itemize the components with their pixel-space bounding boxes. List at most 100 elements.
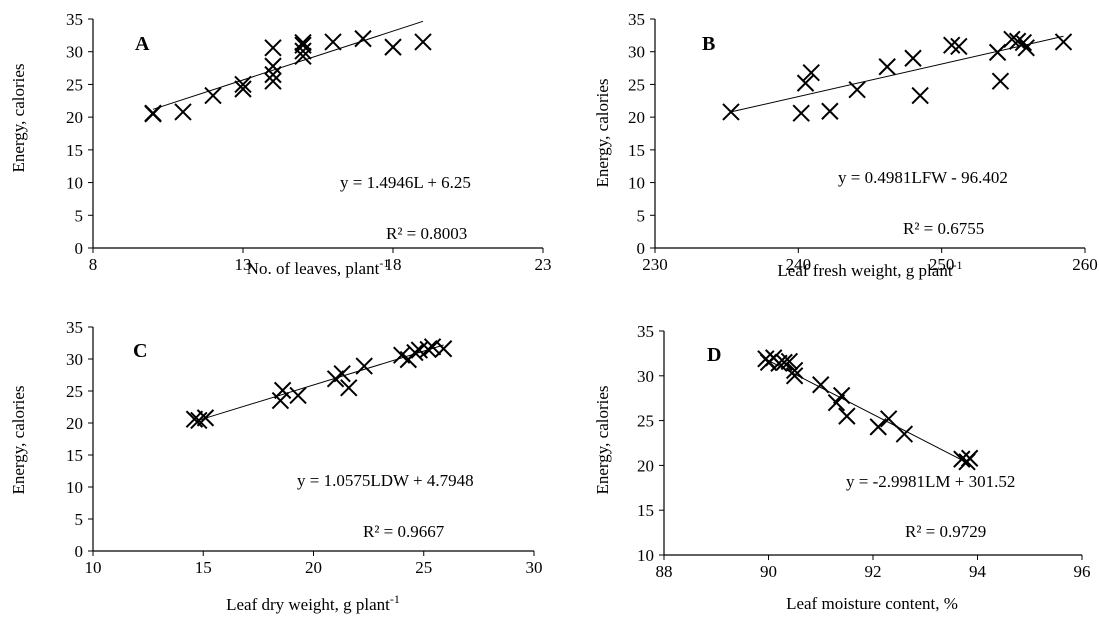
data-point [770, 354, 788, 372]
y-tick-label: 20 [637, 456, 654, 475]
y-tick-label: 0 [75, 239, 84, 258]
data-point [294, 33, 312, 52]
y-tick-label: 35 [628, 10, 645, 29]
data-point [953, 450, 971, 468]
data-point [144, 105, 162, 123]
data-point [827, 393, 846, 412]
data-point [878, 58, 896, 76]
data-point [722, 103, 740, 121]
data-point [294, 42, 312, 60]
data-point [423, 338, 442, 356]
panel-d: 10 15 20 25 30 35 88 90 92 94 96 Dy = -2.9981LM + 3… [593, 322, 1091, 613]
data-point [384, 38, 402, 56]
data-point [991, 72, 1010, 90]
x-tick-label: 96 [1074, 562, 1091, 581]
data-point [821, 102, 839, 120]
x-axis-label-superscript: -1 [390, 592, 400, 606]
data-point [942, 36, 961, 54]
data-point [848, 80, 866, 99]
data-point [264, 57, 282, 75]
x-tick-label: 25 [415, 558, 432, 577]
data-point [264, 39, 282, 57]
data-point [960, 449, 979, 467]
data-point [904, 49, 922, 67]
data-point [355, 357, 373, 375]
data-point [832, 386, 851, 405]
y-tick-label: 15 [628, 141, 645, 160]
panel-letter: D [707, 344, 721, 366]
y-axis-label: Energy, calories [9, 63, 28, 172]
data-point [273, 381, 292, 400]
data-point [911, 86, 929, 105]
y-tick-label: 35 [66, 318, 83, 337]
data-point [796, 74, 815, 92]
x-tick-label: 15 [195, 558, 212, 577]
data-point [1014, 33, 1033, 52]
data-point [271, 391, 290, 410]
y-tick-label: 30 [628, 43, 645, 62]
data-point [869, 418, 887, 436]
data-point [190, 411, 208, 430]
y-tick-label: 30 [637, 367, 654, 386]
y-tick-label: 0 [637, 239, 646, 258]
y-tick-label: 30 [66, 350, 83, 369]
trendline [152, 20, 424, 110]
panel-letter: C [133, 340, 147, 362]
data-point [414, 33, 432, 51]
y-tick-label: 0 [75, 542, 84, 561]
x-tick-label: 13 [235, 255, 252, 274]
panel-letter: B [702, 33, 715, 55]
x-tick-label: 90 [760, 562, 777, 581]
panel-letter: A [135, 33, 150, 55]
y-tick-label: 20 [66, 108, 83, 127]
x-tick-label: 250 [929, 255, 955, 274]
y-tick-label: 25 [66, 382, 83, 401]
data-point [294, 36, 312, 54]
data-point [988, 43, 1007, 62]
y-tick-label: 30 [66, 43, 83, 62]
x-axis-label: Leaf dry weight, g plant-1 [226, 592, 400, 614]
data-point [1003, 30, 1021, 48]
data-point [354, 29, 372, 48]
data-point [792, 104, 810, 122]
data-point [174, 103, 192, 121]
y-tick-label: 15 [66, 141, 83, 160]
x-tick-label: 23 [535, 255, 552, 274]
trendline [196, 344, 444, 422]
x-axis-label-text: Leaf fresh weight, g plant [777, 261, 952, 280]
y-tick-label: 10 [66, 478, 83, 497]
data-point [879, 410, 898, 428]
data-point [895, 425, 914, 443]
data-point [340, 379, 358, 397]
data-point [780, 352, 799, 371]
y-tick-label: 35 [637, 322, 654, 341]
data-point [434, 340, 453, 358]
x-tick-label: 94 [969, 562, 987, 581]
y-tick-label: 15 [637, 501, 654, 520]
data-point [204, 86, 222, 105]
y-axis-label: Energy, calories [593, 385, 612, 494]
r-squared-label: R² = 0.8003 [386, 224, 467, 243]
x-tick-label: 10 [85, 558, 102, 577]
regression-equation: y = 0.4981LFW - 96.402 [838, 168, 1008, 187]
y-tick-label: 10 [66, 174, 83, 193]
y-tick-label: 5 [75, 510, 84, 529]
y-tick-label: 25 [637, 412, 654, 431]
y-axis-label: Energy, calories [9, 385, 28, 494]
y-axis-label: Energy, calories [593, 78, 612, 187]
data-point [1017, 39, 1035, 57]
regression-equation: y = 1.0575LDW + 4.7948 [297, 471, 474, 490]
data-point [838, 407, 856, 425]
panel-b: 0 5 10 15 20 25 30 35 230 240 250 260 By = 0.4981LFW… [593, 10, 1098, 280]
data-point [333, 365, 351, 383]
data-point [234, 75, 252, 94]
y-tick-label: 15 [66, 446, 83, 465]
data-point [406, 343, 424, 362]
data-point [1054, 33, 1073, 51]
data-point [785, 361, 804, 380]
y-tick-label: 5 [637, 206, 646, 225]
data-point [289, 386, 307, 405]
trendline [763, 357, 968, 464]
x-axis-label-text: No. of leaves, plant [247, 259, 380, 278]
